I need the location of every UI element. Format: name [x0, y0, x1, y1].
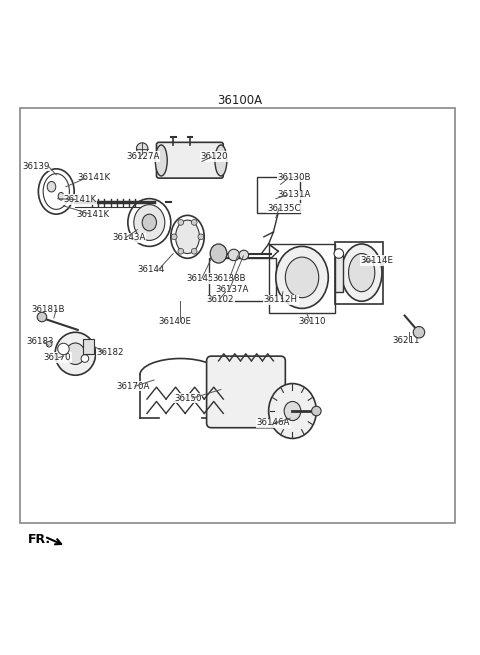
Bar [209, 258, 276, 301]
Text: 36182: 36182 [97, 348, 124, 357]
FancyBboxPatch shape [156, 142, 223, 178]
Text: 36120: 36120 [201, 152, 228, 161]
Ellipse shape [210, 244, 227, 263]
Text: 36110: 36110 [298, 317, 326, 326]
Text: 36137A: 36137A [215, 285, 249, 294]
Text: 36139: 36139 [23, 162, 50, 171]
Circle shape [312, 406, 321, 416]
Text: 36102: 36102 [206, 295, 234, 305]
Bar [269, 244, 336, 313]
Bar [336, 242, 383, 304]
Bar [257, 177, 300, 213]
Text: 36127A: 36127A [126, 152, 160, 161]
Text: 36112H: 36112H [264, 295, 298, 305]
Text: 36141K: 36141K [77, 210, 110, 219]
Ellipse shape [269, 384, 316, 438]
Ellipse shape [142, 214, 156, 231]
Circle shape [46, 341, 52, 347]
Ellipse shape [66, 343, 85, 364]
Circle shape [239, 250, 249, 260]
Circle shape [178, 248, 184, 254]
Ellipse shape [156, 145, 167, 176]
Ellipse shape [58, 193, 64, 200]
Ellipse shape [348, 253, 375, 291]
Text: 36211: 36211 [393, 337, 420, 345]
Text: 36143A: 36143A [112, 233, 145, 242]
Ellipse shape [47, 181, 56, 192]
Text: 36138B: 36138B [213, 274, 246, 283]
Circle shape [413, 327, 425, 338]
Text: 36130B: 36130B [277, 173, 311, 181]
Ellipse shape [276, 246, 328, 309]
Circle shape [228, 250, 240, 261]
Circle shape [334, 249, 344, 258]
Ellipse shape [341, 244, 382, 301]
Text: 36170A: 36170A [117, 382, 150, 390]
Text: 36135C: 36135C [268, 204, 301, 213]
Text: 36100A: 36100A [217, 94, 263, 107]
Circle shape [198, 234, 204, 240]
Ellipse shape [215, 145, 227, 176]
Circle shape [192, 248, 197, 254]
Circle shape [136, 143, 148, 155]
Bar [21, 108, 455, 523]
Circle shape [81, 355, 89, 362]
Ellipse shape [55, 332, 96, 375]
Text: 36150: 36150 [174, 394, 202, 403]
Circle shape [37, 312, 47, 322]
Circle shape [178, 219, 184, 225]
Text: 36181B: 36181B [31, 305, 64, 314]
Ellipse shape [285, 257, 319, 297]
Ellipse shape [176, 220, 199, 253]
Text: 36183: 36183 [26, 337, 54, 346]
FancyBboxPatch shape [206, 356, 285, 428]
Circle shape [58, 343, 69, 355]
Text: 36141K: 36141K [63, 195, 96, 204]
Bar [336, 253, 343, 291]
Text: 36140E: 36140E [158, 317, 191, 326]
Text: 36141K: 36141K [78, 173, 111, 181]
Ellipse shape [284, 402, 301, 421]
Text: 36114E: 36114E [360, 256, 393, 265]
Circle shape [171, 234, 177, 240]
Text: FR.: FR. [28, 533, 51, 546]
Text: 36145: 36145 [187, 274, 214, 283]
Text: 36131A: 36131A [277, 191, 311, 199]
Bar [83, 339, 95, 354]
Text: 36170: 36170 [43, 353, 71, 362]
Text: 36144: 36144 [137, 265, 165, 274]
Ellipse shape [134, 204, 165, 240]
Text: 36146A: 36146A [257, 419, 290, 428]
Circle shape [192, 219, 197, 225]
